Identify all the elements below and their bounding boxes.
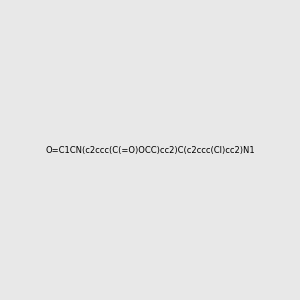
Text: O=C1CN(c2ccc(C(=O)OCC)cc2)C(c2ccc(Cl)cc2)N1: O=C1CN(c2ccc(C(=O)OCC)cc2)C(c2ccc(Cl)cc2… (45, 146, 255, 154)
